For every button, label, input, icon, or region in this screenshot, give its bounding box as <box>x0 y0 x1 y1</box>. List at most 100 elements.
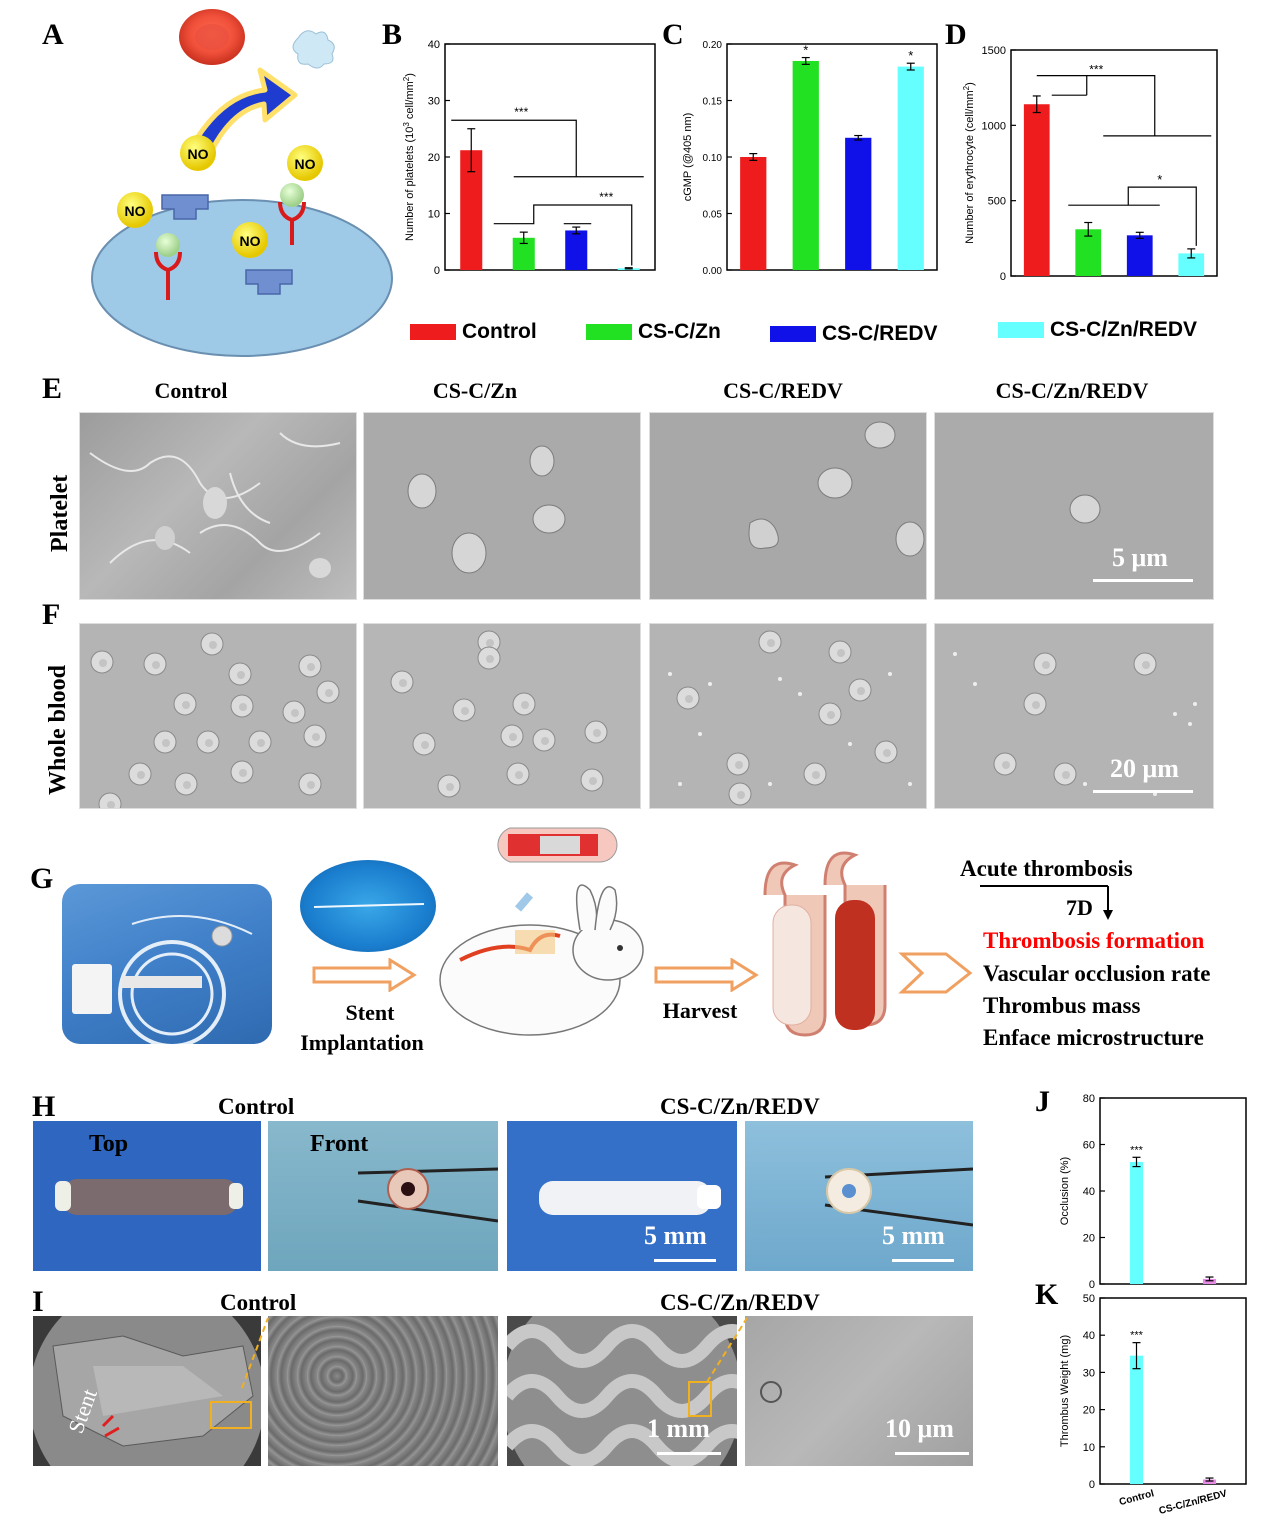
sem-image-surface-treated: 10 μm <box>745 1316 973 1466</box>
legend-item-cs-c-redv: CS-C/REDV <box>770 322 938 346</box>
chart-k-thrombus-weight: 0 10 20 30 40 50 Thrombus Weight (mg) *** Contro… <box>1059 1293 1247 1517</box>
photo-label-front: Front <box>310 1131 369 1157</box>
sem-image-stent-treated: 1 mm <box>507 1316 737 1466</box>
column-header-cs-c-zn-redv: CS-C/Zn/REDV <box>995 378 1149 403</box>
arrow-icon <box>312 958 417 992</box>
panel-letter-h: H <box>32 1090 56 1123</box>
timeline-arrow-icon <box>980 885 1113 920</box>
significance-bracket <box>451 119 577 177</box>
significance-bracket <box>493 204 633 266</box>
legend-item-cs-c-zn: CS-C/Zn <box>586 320 721 344</box>
erythrocyte-center <box>99 659 107 667</box>
erythrocyte-center <box>183 781 191 789</box>
antibody-icon <box>278 183 306 245</box>
y-tick-label: 10 <box>428 209 440 221</box>
y-tick-label: 80 <box>1083 1093 1095 1105</box>
no-molecule-icon: NO <box>180 135 216 171</box>
bar-cs-c-zn <box>512 237 535 270</box>
sem-image-blood-cs-c-redv <box>649 623 927 809</box>
erythrocyte-center <box>1032 701 1040 709</box>
zoom-connector <box>706 1317 748 1383</box>
erythrocyte-center <box>137 771 145 779</box>
bar-cs-c-redv <box>845 137 872 270</box>
erythrocyte-center <box>735 761 743 769</box>
debris-dot <box>888 672 892 676</box>
bar-cs-c-zn-redv <box>1178 253 1205 276</box>
scale-bar <box>1093 579 1193 582</box>
photo-vessel-control-front: Front <box>268 1121 499 1271</box>
erythrocyte-center <box>399 679 407 687</box>
sem-image-blood-control <box>79 623 357 809</box>
erythrocyte-center <box>237 671 245 679</box>
arrow-icon <box>654 958 759 992</box>
y-tick-label: 0 <box>1000 271 1006 283</box>
significance-label: *** <box>1130 1330 1144 1342</box>
y-tick-label: 0.05 <box>703 210 723 221</box>
chart-b-platelets: 0 10 20 30 40 Number of platelets (103 cell/m… <box>402 39 656 277</box>
y-tick-label: 0 <box>1089 1479 1095 1491</box>
flow-label-implantation: Implantation <box>300 1030 424 1055</box>
erythrocyte-center <box>1062 771 1070 779</box>
y-axis-label: Thrombus Weight (mg) <box>1059 1335 1071 1447</box>
debris-dot <box>768 782 772 786</box>
bar-cs-c-redv <box>1126 235 1153 276</box>
erythrocyte-center <box>1142 661 1150 669</box>
y-tick-label: 0.15 <box>703 97 723 108</box>
debris-dot <box>953 652 957 656</box>
scale-bar <box>657 1452 721 1455</box>
bar-cs-c-zn-redv <box>1202 1278 1217 1284</box>
erythrocyte-center <box>209 641 217 649</box>
y-tick-label: 40 <box>1083 1186 1095 1198</box>
debris-dot <box>1173 712 1177 716</box>
legend-swatch <box>586 324 632 340</box>
photo-header-treated: CS-C/Zn/REDV <box>660 1094 820 1119</box>
y-tick-label: 0.20 <box>703 40 723 51</box>
column-header-control: Control <box>154 378 228 403</box>
erythrocyte-icon <box>98 792 122 808</box>
y-tick-label: 20 <box>428 152 440 164</box>
no-label: NO <box>188 146 209 162</box>
significance-bracket <box>1127 186 1197 246</box>
y-tick-label: 0 <box>1089 1279 1095 1290</box>
erythrocyte-center <box>307 663 315 671</box>
column-header-cs-c-redv: CS-C/REDV <box>723 378 843 403</box>
significance-label: * <box>803 43 808 58</box>
receptor-icon <box>245 269 293 295</box>
panel-letter-e: E <box>42 372 63 405</box>
erythrocyte-center <box>767 639 775 647</box>
no-label: NO <box>240 233 261 249</box>
debris-dot <box>708 682 712 686</box>
erythrocyte-center <box>857 687 865 695</box>
erythrocyte-center <box>1042 661 1050 669</box>
plot-frame <box>1099 1097 1247 1285</box>
bar-control <box>1129 1161 1144 1284</box>
erythrocyte-center <box>837 649 845 657</box>
y-tick-label: 20 <box>1083 1405 1095 1417</box>
debris-dot <box>798 692 802 696</box>
significance-bracket <box>1036 75 1156 136</box>
sem-header-treated: CS-C/Zn/REDV <box>660 1290 820 1315</box>
bar-control <box>460 150 483 270</box>
bar-control <box>1129 1355 1144 1484</box>
erythrocyte-center <box>239 769 247 777</box>
bar-cs-c-zn <box>1075 229 1102 276</box>
row-header-whole-blood: Whole blood <box>45 664 71 795</box>
erythrocyte-center <box>446 783 454 791</box>
sem-image-blood-cs-c-zn <box>363 623 641 809</box>
significance-label: * <box>1157 172 1162 187</box>
scale-label-10um: 10 μm <box>885 1414 954 1443</box>
erythrocyte-center <box>812 771 820 779</box>
debris-dot <box>1153 792 1157 796</box>
sem-image-stent-control: Stent <box>33 1316 261 1466</box>
debris-dot <box>908 782 912 786</box>
bar-control <box>740 157 767 270</box>
photo-stent-delivery-system <box>62 884 272 1044</box>
significance-label: *** <box>1130 1144 1144 1156</box>
erythrocyte-center <box>325 689 333 697</box>
erythrocyte-center <box>239 703 247 711</box>
y-axis-label: Number of platelets (103 cell/mm2) <box>402 73 416 241</box>
flow-label-stent: Stent <box>345 1000 395 1025</box>
y-tick-label: 50 <box>1083 1293 1095 1305</box>
y-tick-label: 60 <box>1083 1140 1095 1152</box>
bar-control <box>1023 104 1050 277</box>
